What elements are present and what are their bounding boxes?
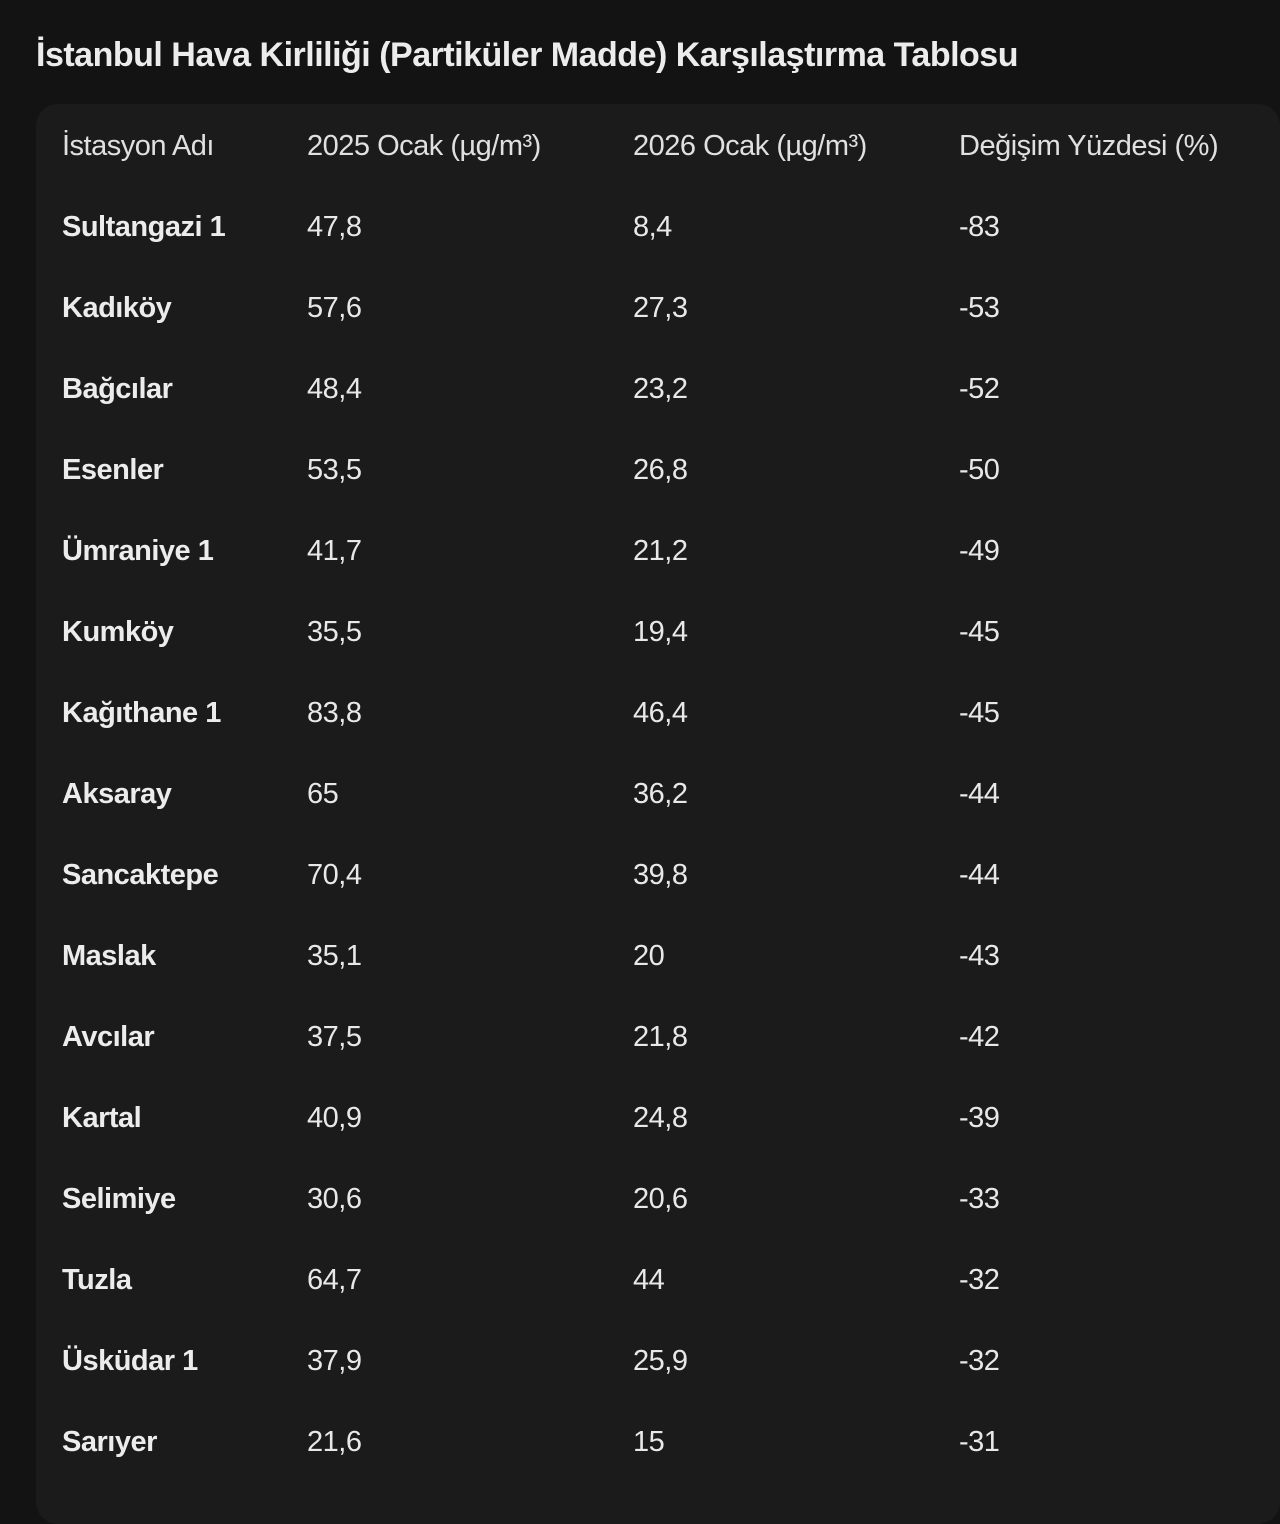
change-percent: -39 [959,1102,1000,1134]
change-percent: -44 [959,778,1000,810]
value-2025: 83,8 [307,697,362,729]
change-percent: -53 [959,292,1000,324]
header-2025: 2025 Ocak (µg/m³) [307,129,541,162]
table-row: Kadıköy 57,6 27,3 -53 [62,268,1279,349]
station-name: Kağıthane 1 [62,697,221,729]
change-percent: -43 [959,940,1000,972]
station-name: Üsküdar 1 [62,1345,198,1377]
header-2026: 2026 Ocak (µg/m³) [633,129,867,162]
value-2026: 23,2 [633,373,688,405]
value-2026: 8,4 [633,210,672,243]
value-2026: 20,6 [633,1183,688,1215]
change-percent: -33 [959,1183,1000,1215]
change-percent: -52 [959,373,1000,405]
station-name: Kartal [62,1102,142,1134]
value-2026: 26,8 [633,454,688,486]
value-2026: 20 [633,940,665,972]
value-2025: 53,5 [307,454,362,486]
value-2026: 44 [633,1264,665,1296]
station-name: Maslak [62,940,156,972]
value-2025: 41,7 [307,535,362,567]
table-row: Tuzla 64,7 44 -32 [62,1240,1279,1321]
header-change: Değişim Yüzdesi (%) [959,129,1219,162]
change-percent: -32 [959,1345,1000,1377]
station-name: Bağcılar [62,373,173,405]
table-row: Sultangazi 1 47,8 8,4 -83 [62,166,1279,268]
change-percent: -42 [959,1021,1000,1053]
value-2026: 25,9 [633,1345,688,1377]
change-percent: -50 [959,454,1000,486]
table-row: Sarıyer 21,6 15 -31 [62,1402,1279,1483]
station-name: Sancaktepe [62,859,219,891]
value-2025: 65 [307,778,339,810]
station-name: Aksaray [62,778,172,810]
station-name: Esenler [62,454,164,486]
table-row: Bağcılar 48,4 23,2 -52 [62,349,1279,430]
value-2026: 36,2 [633,778,688,810]
station-name: Sultangazi 1 [62,210,226,243]
value-2025: 57,6 [307,292,362,324]
change-percent: -45 [959,697,1000,729]
station-name: Avcılar [62,1021,155,1053]
value-2025: 37,9 [307,1345,362,1377]
table-row: Aksaray 65 36,2 -44 [62,754,1279,835]
value-2025: 37,5 [307,1021,362,1053]
value-2026: 24,8 [633,1102,688,1134]
value-2026: 21,8 [633,1021,688,1053]
table-header-row: İstasyon Adı 2025 Ocak (µg/m³) 2026 Ocak… [62,126,1279,166]
value-2025: 70,4 [307,859,362,891]
value-2025: 21,6 [307,1426,362,1458]
value-2025: 30,6 [307,1183,362,1215]
change-percent: -31 [959,1426,1000,1458]
table-row: Kartal 40,9 24,8 -39 [62,1078,1279,1159]
station-name: Sarıyer [62,1426,157,1458]
value-2025: 35,5 [307,616,362,648]
page-title: İstanbul Hava Kirliliği (Partiküler Madd… [36,36,1018,74]
change-percent: -83 [959,210,1000,243]
value-2026: 19,4 [633,616,688,648]
value-2026: 27,3 [633,292,688,324]
station-name: Selimiye [62,1183,176,1215]
value-2025: 64,7 [307,1264,362,1296]
station-name: Kadıköy [62,292,172,324]
table-row: Selimiye 30,6 20,6 -33 [62,1159,1279,1240]
value-2025: 48,4 [307,373,362,405]
change-percent: -32 [959,1264,1000,1296]
table-row: Sancaktepe 70,4 39,8 -44 [62,835,1279,916]
table-card: İstasyon Adı 2025 Ocak (µg/m³) 2026 Ocak… [36,104,1280,1524]
table-row: Esenler 53,5 26,8 -50 [62,430,1279,511]
value-2026: 39,8 [633,859,688,891]
table-row: Avcılar 37,5 21,8 -42 [62,997,1279,1078]
change-percent: -44 [959,859,1000,891]
change-percent: -49 [959,535,1000,567]
value-2026: 21,2 [633,535,688,567]
comparison-table: İstasyon Adı 2025 Ocak (µg/m³) 2026 Ocak… [62,126,1279,1483]
table-row: Ümraniye 1 41,7 21,2 -49 [62,511,1279,592]
table-row: Kumköy 35,5 19,4 -45 [62,592,1279,673]
table-row: Maslak 35,1 20 -43 [62,916,1279,997]
header-station: İstasyon Adı [62,129,215,162]
value-2025: 47,8 [307,210,362,243]
value-2026: 46,4 [633,697,688,729]
value-2025: 40,9 [307,1102,362,1134]
station-name: Tuzla [62,1264,132,1296]
change-percent: -45 [959,616,1000,648]
value-2025: 35,1 [307,940,362,972]
station-name: Kumköy [62,616,174,648]
station-name: Ümraniye 1 [62,535,214,567]
table-row: Kağıthane 1 83,8 46,4 -45 [62,673,1279,754]
value-2026: 15 [633,1426,665,1458]
table-row: Üsküdar 1 37,9 25,9 -32 [62,1321,1279,1402]
